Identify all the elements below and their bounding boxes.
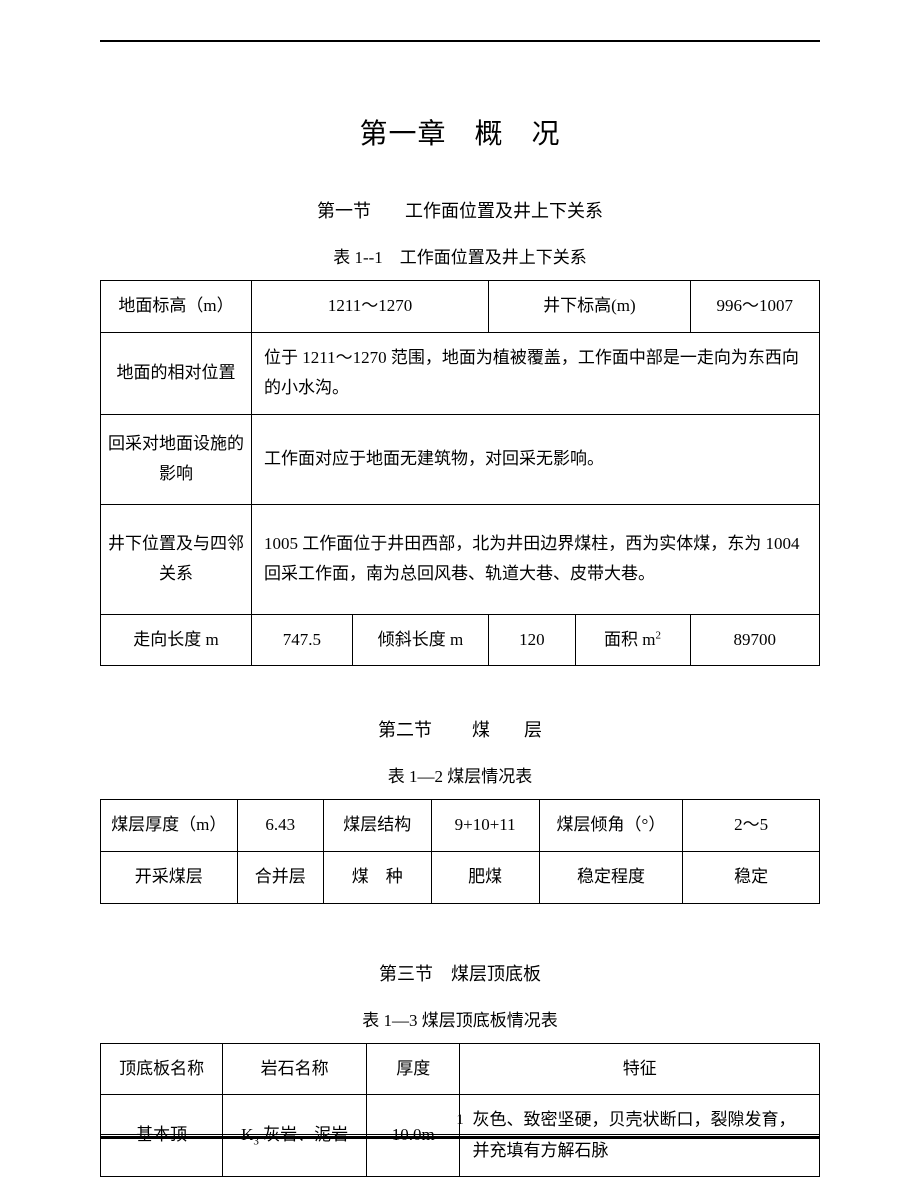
t1-r1-k2: 井下标高(m) bbox=[489, 281, 690, 333]
t1-r5-k3: 面积 m2 bbox=[575, 614, 690, 666]
t2-r1-v1: 6.43 bbox=[237, 800, 323, 852]
t1-r4-v: 1005 工作面位于井田西部，北为井田边界煤柱，西为实体煤，东为 1004 回采… bbox=[251, 504, 819, 614]
chapter-title: 第一章概况 bbox=[100, 112, 820, 152]
top-rule bbox=[100, 40, 820, 42]
t1-r5-k2: 倾斜长度 m bbox=[352, 614, 489, 666]
table-1-caption: 表 1--1 工作面位置及井上下关系 bbox=[100, 243, 820, 268]
table-1: 地面标高（m） 1211～1270 井下标高(m) 996～1007 地面的相对… bbox=[100, 280, 820, 666]
t1-r1-v2: 996～1007 bbox=[690, 281, 819, 333]
table-2-caption: 表 1—2 煤层情况表 bbox=[100, 762, 820, 787]
t2-r2-k1: 开采煤层 bbox=[101, 851, 238, 903]
section-2-word-1: 煤 bbox=[472, 720, 490, 740]
t1-r3-k: 回采对地面设施的影响 bbox=[101, 414, 252, 504]
section-3-label: 第三节 bbox=[379, 964, 433, 984]
t2-r1-v2: 9+10+11 bbox=[431, 800, 539, 852]
t1-r5-k3-text: 面积 m bbox=[604, 630, 655, 649]
t2-r1-k1: 煤层厚度（m） bbox=[101, 800, 238, 852]
t1-r2-k: 地面的相对位置 bbox=[101, 332, 252, 414]
section-3-title: 第三节煤层顶底板 bbox=[100, 960, 820, 986]
t2-r2-k2: 煤 种 bbox=[323, 851, 431, 903]
t2-r2-k3: 稳定程度 bbox=[539, 851, 683, 903]
t2-r1-k3: 煤层倾角（°） bbox=[539, 800, 683, 852]
t1-r5-v2: 120 bbox=[489, 614, 575, 666]
t2-r1-k2: 煤层结构 bbox=[323, 800, 431, 852]
t2-r1-v3: 2～5 bbox=[683, 800, 820, 852]
table-2: 煤层厚度（m） 6.43 煤层结构 9+10+11 煤层倾角（°） 2～5 开采… bbox=[100, 799, 820, 903]
t2-r2-v2: 肥煤 bbox=[431, 851, 539, 903]
t2-r2-v3: 稳定 bbox=[683, 851, 820, 903]
section-1-title: 第一节 工作面位置及井上下关系 bbox=[100, 197, 820, 223]
t3-h-c4: 特征 bbox=[460, 1043, 820, 1095]
t1-r5-v1: 747.5 bbox=[251, 614, 352, 666]
table-3-caption: 表 1—3 煤层顶底板情况表 bbox=[100, 1006, 820, 1031]
t3-h-c3: 厚度 bbox=[367, 1043, 460, 1095]
t1-r2-v: 位于 1211～1270 范围，地面为植被覆盖，工作面中部是一走向为东西向的小水… bbox=[251, 332, 819, 414]
t1-r5-k3-sup: 2 bbox=[656, 629, 662, 641]
chapter-word-1: 概 bbox=[474, 119, 503, 150]
t1-r4-k: 井下位置及与四邻关系 bbox=[101, 504, 252, 614]
t3-h-c2: 岩石名称 bbox=[223, 1043, 367, 1095]
section-2-label: 第二节 bbox=[378, 720, 432, 740]
footer-rule bbox=[100, 1134, 820, 1139]
chapter-label: 第一章 bbox=[359, 119, 446, 150]
section-2-word-2: 层 bbox=[524, 720, 542, 740]
t2-r2-v1: 合并层 bbox=[237, 851, 323, 903]
section-3-text: 煤层顶底板 bbox=[451, 964, 541, 984]
t1-r1-v1: 1211～1270 bbox=[251, 281, 488, 333]
section-1-text: 工作面位置及井上下关系 bbox=[405, 201, 603, 221]
t1-r5-k1: 走向长度 m bbox=[101, 614, 252, 666]
chapter-word-2: 况 bbox=[532, 119, 561, 150]
section-2-title: 第二节 煤 层 bbox=[100, 716, 820, 742]
section-1-label: 第一节 bbox=[317, 201, 371, 221]
t1-r1-k1: 地面标高（m） bbox=[101, 281, 252, 333]
t3-h-c1: 顶底板名称 bbox=[101, 1043, 223, 1095]
page-number: 1 bbox=[0, 1112, 920, 1129]
document-page: 第一章概况 第一节工作面位置及井上下关系 表 1--1 工作面位置及井上下关系 … bbox=[0, 0, 920, 1191]
t1-r3-v: 工作面对应于地面无建筑物，对回采无影响。 bbox=[251, 414, 819, 504]
table-3: 顶底板名称 岩石名称 厚度 特征 基本顶 K3 灰岩、泥岩 10.0m 灰色、致… bbox=[100, 1043, 820, 1178]
t1-r5-v3: 89700 bbox=[690, 614, 819, 666]
